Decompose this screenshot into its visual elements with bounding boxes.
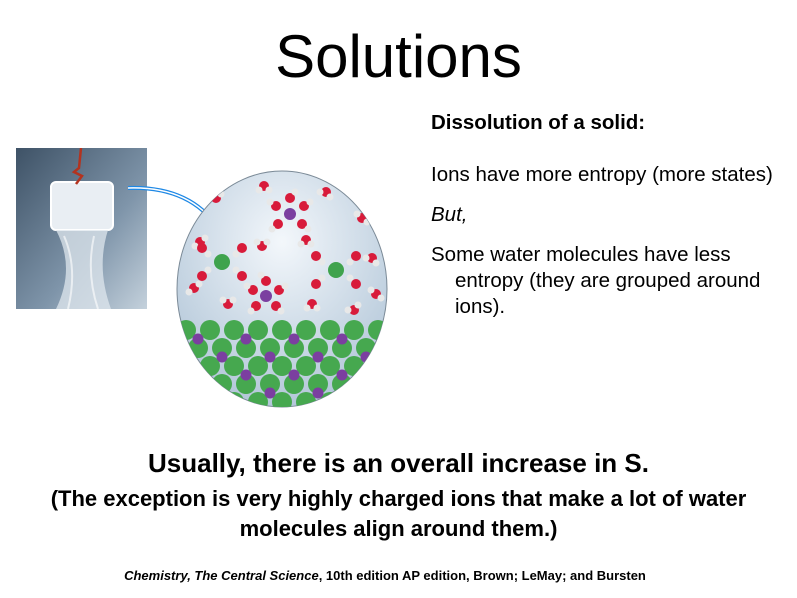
point-but: But, (431, 203, 468, 226)
explanation-panel: Dissolution of a solid: Ions have more e… (431, 110, 791, 334)
citation-details: , 10th edition AP edition, Brown; LeMay;… (318, 568, 646, 583)
citation: Chemistry, The Central Science, 10th edi… (0, 568, 770, 583)
panel-heading: Dissolution of a solid: (431, 111, 646, 134)
citation-book-title: Chemistry, The Central Science (124, 568, 319, 583)
point-water-entropy: Some water molecules have less entropy (… (431, 243, 761, 318)
slide-title: Solutions (275, 23, 522, 90)
point-ions-entropy: Ions have more entropy (more states) (431, 163, 773, 186)
dissolving-crystal-photo (16, 148, 147, 309)
molecular-view-illustration (176, 170, 388, 408)
overall-increase-statement: Usually, there is an overall increase in… (148, 448, 649, 478)
exception-note: (The exception is very highly charged io… (50, 486, 747, 541)
